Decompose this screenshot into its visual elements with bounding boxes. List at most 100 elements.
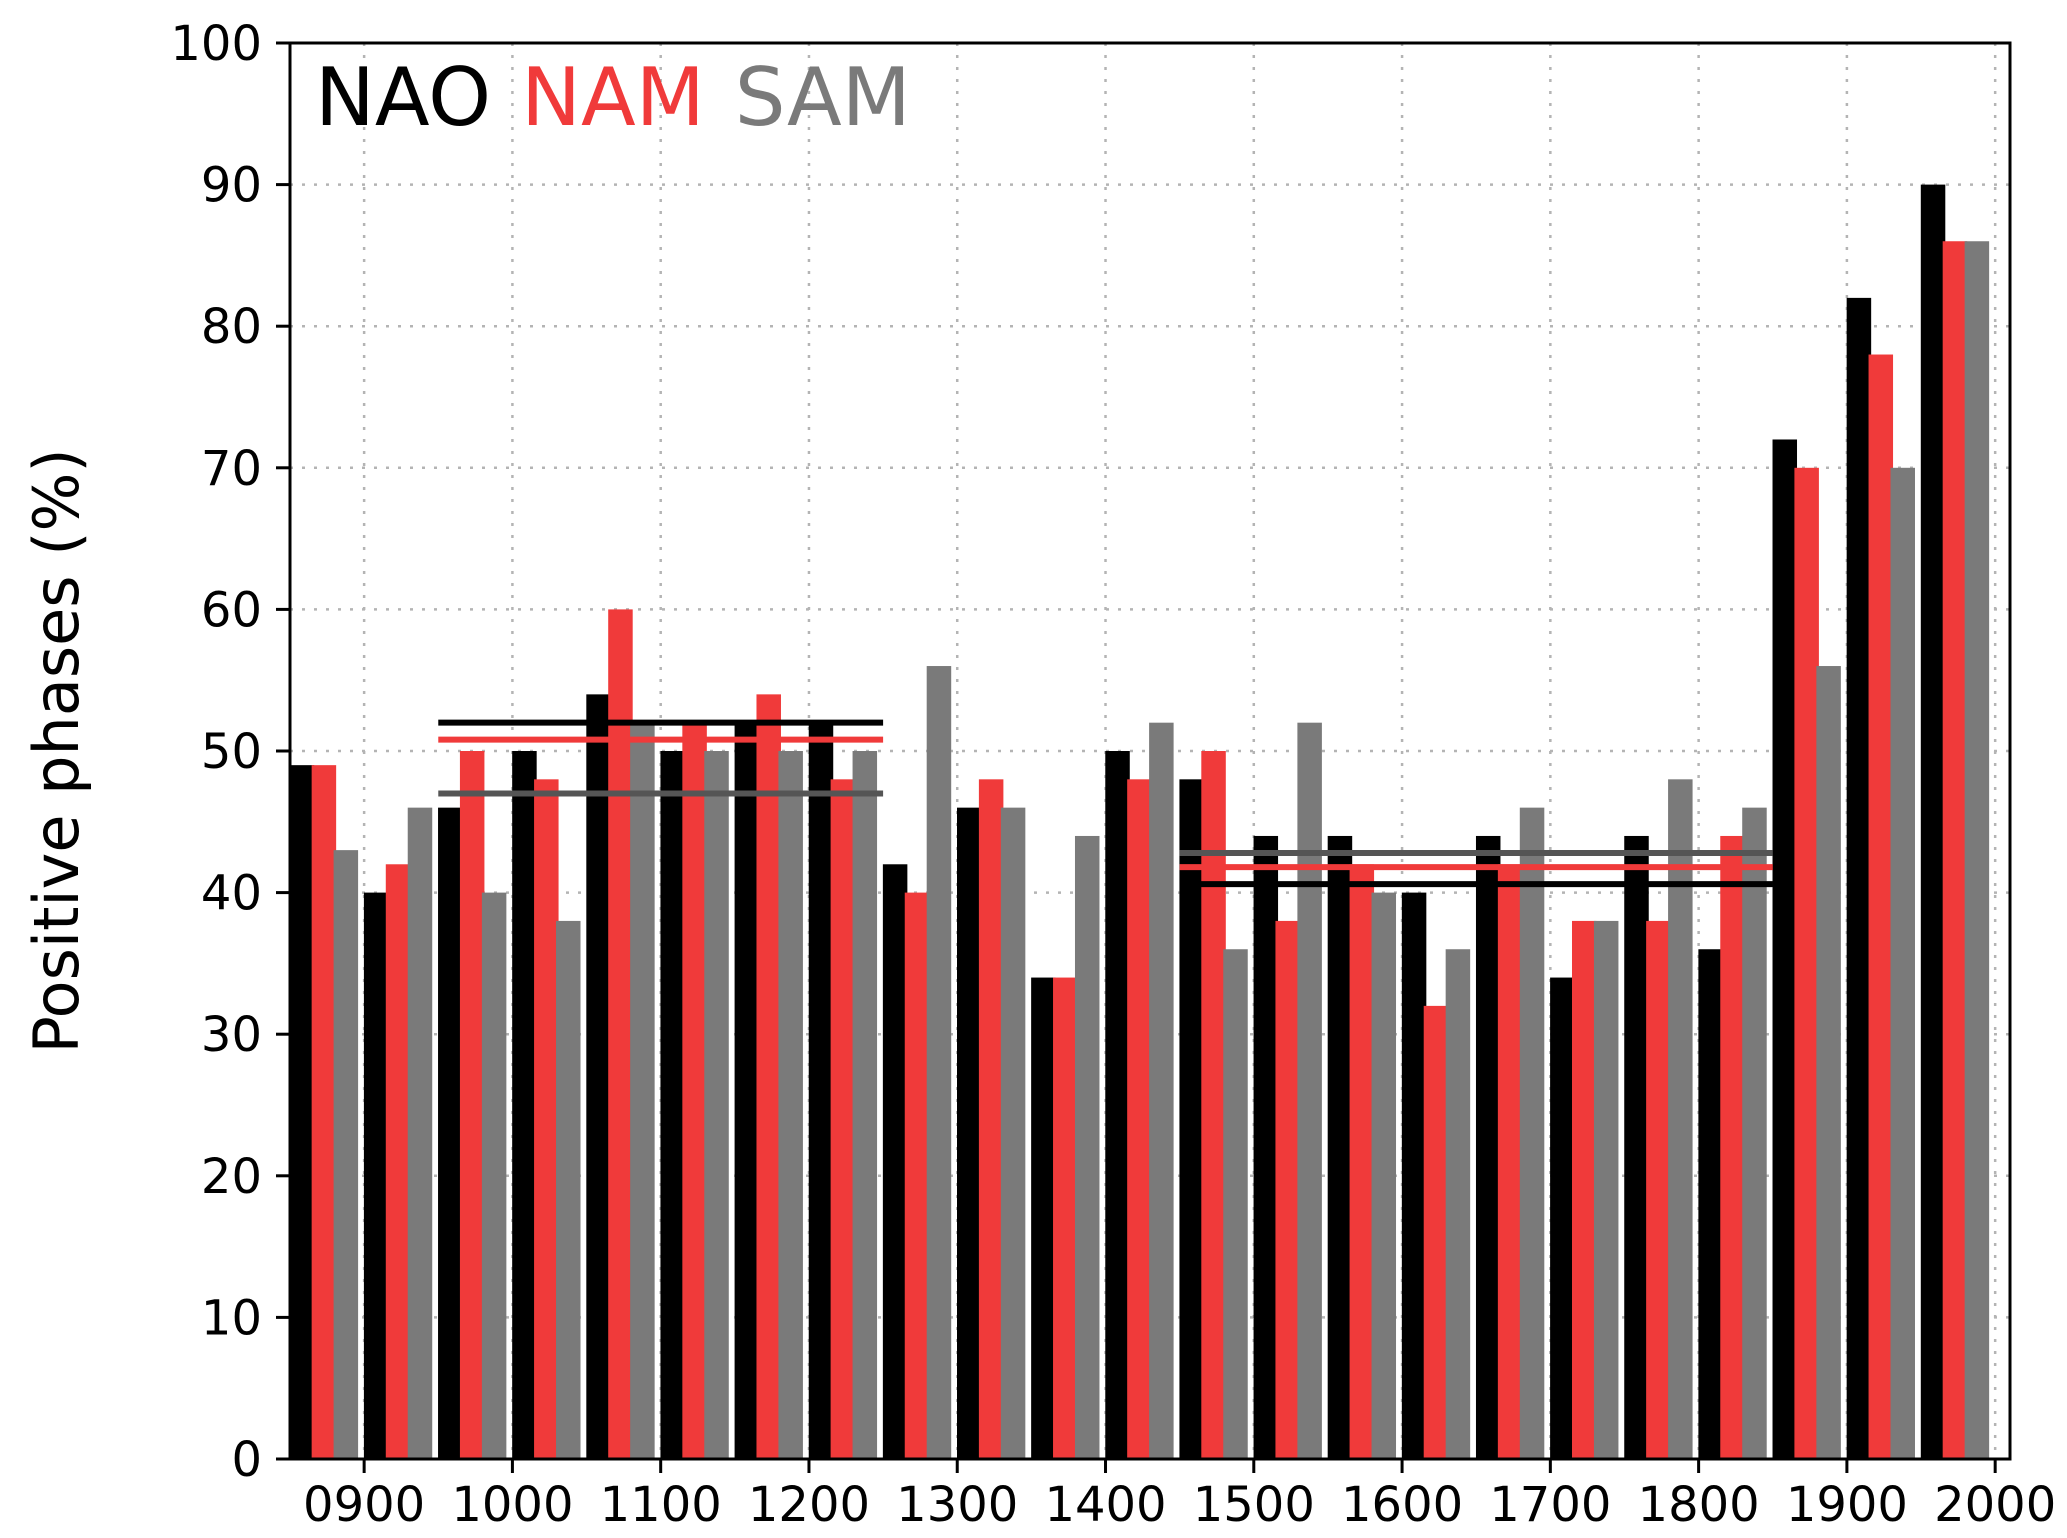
- bar-sam-1250: [926, 666, 952, 1459]
- bar-nao-1350: [1031, 977, 1056, 1459]
- bar-nam-1250: [904, 892, 930, 1459]
- x-tick-label: 2000: [1934, 1477, 2056, 1533]
- bar-nao-1150: [734, 722, 760, 1459]
- bar-nam-1550: [1349, 864, 1375, 1459]
- bar-nam-850: [311, 765, 337, 1459]
- x-axis-ticks: 0900 1000 1100 1200 1300 1400 1500 1600 1700 1800…: [303, 1459, 2056, 1533]
- y-tick-label: 30: [201, 1007, 262, 1063]
- bar-nao-1100: [660, 751, 685, 1459]
- x-tick-label: 1300: [896, 1477, 1018, 1533]
- bar-nao-1300: [957, 807, 982, 1459]
- bar-nam-1950: [1942, 241, 1968, 1460]
- y-axis-ticks: 0 10 20 30 40 50 60 70 80 90 100: [170, 16, 290, 1488]
- y-tick-label: 60: [201, 582, 262, 638]
- bar-nao-1900: [1846, 297, 1872, 1459]
- bar-nao-1800: [1698, 949, 1723, 1459]
- bar-nao-950: [438, 807, 463, 1459]
- y-tick-label: 90: [201, 158, 262, 214]
- bar-nao-1500: [1253, 835, 1279, 1459]
- bar-nam-1450: [1201, 751, 1226, 1459]
- bar-sam-1000: [556, 920, 581, 1459]
- bar-nam-1100: [682, 722, 707, 1459]
- x-tick-label: 1000: [451, 1477, 573, 1533]
- legend-entry-nam: NAM: [521, 51, 705, 144]
- bar-nam-1400: [1127, 779, 1152, 1459]
- bar-nao-900: [363, 892, 389, 1459]
- bar-sam-1150: [778, 751, 803, 1459]
- bar-nao-1400: [1105, 751, 1130, 1459]
- bar-nam-1650: [1497, 864, 1523, 1459]
- bar-nam-950: [459, 751, 485, 1459]
- bar-nam-1700: [1571, 920, 1597, 1459]
- bar-sam-1600: [1445, 949, 1471, 1459]
- x-tick-label: 1600: [1341, 1477, 1463, 1533]
- bar-sam-1100: [704, 751, 729, 1459]
- bar-nam-1850: [1794, 467, 1819, 1459]
- bar-sam-1750: [1668, 779, 1693, 1459]
- bar-nao-1000: [512, 751, 537, 1459]
- x-tick-label: 0900: [303, 1477, 425, 1533]
- bar-nam-1050: [608, 609, 633, 1459]
- x-tick-label: 1100: [600, 1477, 722, 1533]
- bar-sam-1450: [1223, 949, 1248, 1459]
- x-tick-label: 1900: [1786, 1477, 1908, 1533]
- x-tick-label: 1500: [1193, 1477, 1315, 1533]
- bar-nao-1600: [1401, 892, 1427, 1459]
- bar-sam-1700: [1593, 920, 1619, 1459]
- bar-sam-1850: [1816, 666, 1841, 1459]
- bar-nam-1750: [1646, 920, 1671, 1459]
- y-tick-label: 0: [231, 1432, 262, 1488]
- y-tick-label: 80: [201, 299, 262, 355]
- bar-nao-1850: [1772, 439, 1798, 1460]
- bar-sam-900: [407, 807, 433, 1459]
- bar-sam-1650: [1519, 807, 1545, 1459]
- bar-nao-1700: [1550, 977, 1575, 1459]
- bar-nao-1750: [1624, 835, 1649, 1459]
- y-tick-label: 70: [201, 441, 262, 497]
- bar-sam-1900: [1890, 467, 1915, 1459]
- bar-sam-1550: [1371, 892, 1397, 1459]
- bar-nam-1600: [1423, 1005, 1449, 1459]
- bar-sam-1950: [1964, 241, 1990, 1460]
- bar-nam-1800: [1720, 835, 1745, 1459]
- bar-nao-850: [289, 765, 315, 1459]
- legend-entry-sam: SAM: [735, 51, 911, 144]
- bar-sam-1800: [1742, 807, 1767, 1459]
- bar-nam-1350: [1053, 977, 1078, 1459]
- bar-nam-1300: [978, 779, 1004, 1459]
- bar-nam-1000: [534, 779, 559, 1459]
- x-tick-label: 1400: [1044, 1477, 1166, 1533]
- bar-sam-1400: [1149, 722, 1174, 1459]
- y-tick-label: 10: [201, 1290, 262, 1346]
- bar-nao-1450: [1179, 779, 1204, 1459]
- bar-nao-1050: [586, 694, 611, 1459]
- y-tick-label: 20: [201, 1149, 262, 1205]
- bar-sam-950: [481, 892, 507, 1459]
- bar-series-group: [289, 184, 1990, 1460]
- bar-nao-1250: [882, 864, 908, 1459]
- bar-sam-850: [333, 850, 359, 1459]
- bar-nam-1900: [1868, 354, 1894, 1459]
- x-tick-label: 1700: [1489, 1477, 1611, 1533]
- y-tick-label: 100: [170, 16, 262, 72]
- mean-lines-group: [438, 719, 1773, 888]
- x-tick-label: 1800: [1638, 1477, 1760, 1533]
- bar-nao-1950: [1920, 184, 1946, 1460]
- bar-sam-1350: [1074, 835, 1100, 1459]
- bar-sam-1300: [1000, 807, 1026, 1459]
- bar-nam-900: [385, 864, 411, 1459]
- bar-nam-1500: [1275, 920, 1300, 1459]
- bar-sam-1200: [852, 751, 878, 1459]
- bar-nao-1650: [1475, 835, 1501, 1459]
- x-tick-label: 1200: [748, 1477, 870, 1533]
- bar-nao-1200: [808, 722, 834, 1459]
- bar-sam-1050: [630, 722, 655, 1459]
- bar-nam-1200: [830, 779, 856, 1459]
- legend: NAO NAM SAM: [315, 51, 911, 144]
- y-tick-label: 40: [201, 866, 262, 922]
- bar-sam-1500: [1297, 722, 1322, 1459]
- bar-nam-1150: [756, 694, 781, 1459]
- legend-entry-nao: NAO: [315, 51, 491, 144]
- bar-nao-1550: [1327, 835, 1353, 1459]
